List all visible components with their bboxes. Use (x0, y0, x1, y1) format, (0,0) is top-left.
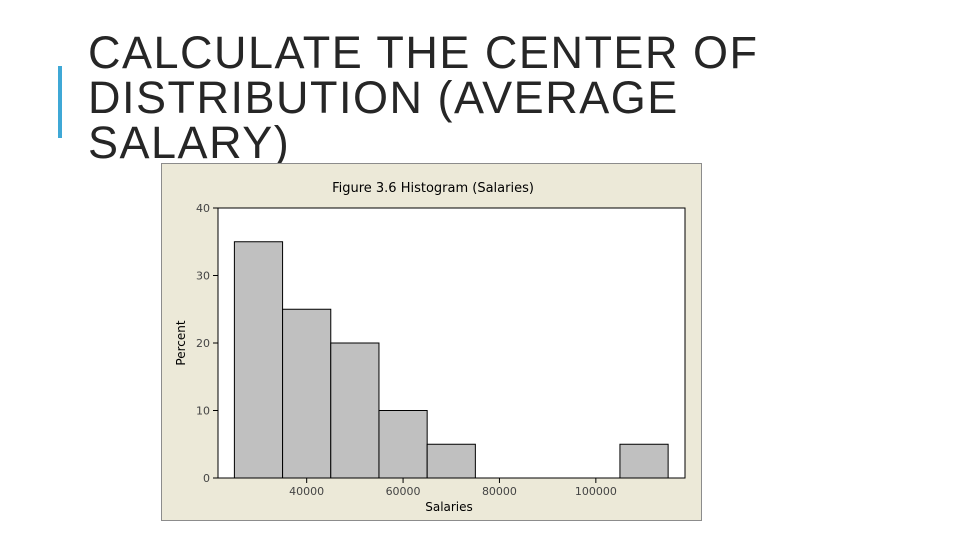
axes-group: 0 10 20 30 40 40000 60000 80000 100000 (196, 202, 617, 498)
histogram-bar-3 (330, 342, 380, 479)
y-tick-label: 0 (203, 472, 210, 485)
x-tick-label: 60000 (386, 485, 421, 498)
histogram-bar-2 (282, 308, 332, 479)
y-tick-label: 40 (196, 202, 210, 215)
x-tick-label: 80000 (482, 485, 517, 498)
x-tick-label: 40000 (289, 485, 324, 498)
histogram-bar-9 (619, 443, 669, 479)
x-axis-label: Salaries (425, 500, 473, 514)
histogram-figure: Figure 3.6 Histogram (Salaries) 0 10 20 30 4… (161, 163, 702, 521)
bars-group (233, 241, 669, 479)
y-tick-label: 10 (196, 405, 210, 418)
y-axis-label: Percent (174, 320, 188, 365)
y-tick-label: 20 (196, 337, 210, 350)
y-tick-label: 30 (196, 270, 210, 283)
title-accent-bar (58, 66, 62, 138)
histogram-chart: Figure 3.6 Histogram (Salaries) 0 10 20 30 4… (174, 181, 686, 514)
chart-title: Figure 3.6 Histogram (Salaries) (332, 181, 534, 196)
x-tick-label: 100000 (575, 485, 617, 498)
histogram-bar-4 (378, 410, 428, 479)
histogram-bar-1 (233, 241, 284, 479)
histogram-bar-5 (426, 443, 476, 479)
slide-title: CALCULATE THE CENTER OF DISTRIBUTION (AV… (88, 27, 759, 168)
